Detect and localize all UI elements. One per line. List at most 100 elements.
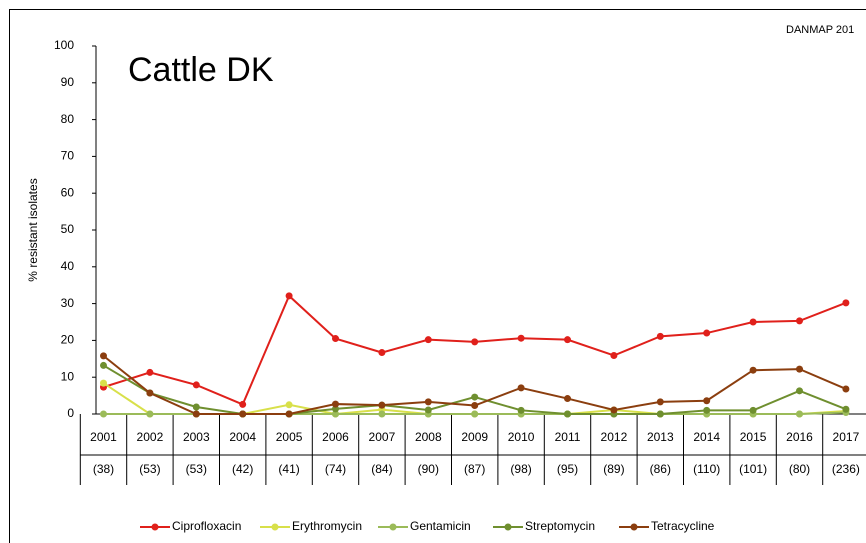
- point: [192, 403, 200, 411]
- x-tick-label: 2016: [786, 430, 813, 444]
- point: [471, 338, 479, 346]
- legend-label: Erythromycin: [292, 519, 362, 533]
- point: [424, 336, 432, 344]
- point: [796, 410, 803, 418]
- point: [378, 349, 386, 357]
- point: [517, 384, 525, 392]
- y-tick-label: 60: [61, 185, 75, 199]
- point: [656, 398, 664, 406]
- point: [842, 299, 850, 307]
- legend-marker: [630, 523, 638, 531]
- note: DANMAP 201: [786, 24, 854, 36]
- point: [378, 401, 386, 409]
- point: [564, 336, 571, 344]
- point: [842, 405, 850, 413]
- point: [471, 410, 479, 418]
- point: [285, 401, 293, 409]
- series-line: [103, 294, 847, 406]
- y-tick-label: 30: [61, 296, 75, 310]
- point: [656, 332, 664, 340]
- point: [192, 381, 200, 389]
- x-tick-label: 2006: [322, 430, 349, 444]
- point: [656, 410, 664, 418]
- legend-marker: [271, 523, 279, 531]
- x-tick-label: 2005: [276, 430, 303, 444]
- point: [285, 410, 293, 418]
- point: [239, 400, 247, 408]
- point: [285, 292, 293, 300]
- point: [100, 379, 107, 387]
- point: [749, 366, 757, 374]
- point: [146, 389, 154, 397]
- y-tick-label: 20: [61, 333, 75, 347]
- point: [332, 335, 339, 343]
- point: [564, 410, 571, 418]
- legend-marker: [151, 523, 159, 531]
- point: [100, 410, 107, 418]
- sample-size: (101): [739, 462, 767, 476]
- point: [610, 351, 618, 359]
- sample-size: (80): [789, 462, 810, 476]
- x-tick-label: 2007: [369, 430, 396, 444]
- y-tick-label: 40: [61, 259, 75, 273]
- y-tick-label: 0: [67, 406, 74, 420]
- point: [146, 368, 154, 376]
- x-tick-label: 2009: [461, 430, 488, 444]
- x-tick-label: 2010: [508, 430, 535, 444]
- sample-size: (41): [278, 462, 299, 476]
- sample-size: (110): [693, 462, 720, 476]
- point: [471, 393, 479, 401]
- y-tick-label: 80: [61, 112, 75, 126]
- point: [332, 405, 339, 413]
- point: [100, 361, 107, 369]
- point: [517, 334, 525, 342]
- sample-size: (42): [232, 462, 253, 476]
- x-tick-label: 2003: [183, 430, 210, 444]
- point: [192, 410, 200, 418]
- x-tick-label: 2002: [137, 430, 164, 444]
- sample-size: (53): [186, 462, 207, 476]
- legend-label: Tetracycline: [651, 519, 715, 533]
- sample-size: (95): [557, 462, 578, 476]
- point: [146, 410, 154, 418]
- legend-marker: [389, 523, 397, 531]
- y-tick-label: 50: [61, 222, 75, 236]
- point: [703, 397, 711, 405]
- sample-size: (53): [139, 462, 160, 476]
- y-tick-label: 100: [54, 38, 74, 52]
- legend-label: Ciprofloxacin: [172, 519, 241, 533]
- legend-marker: [504, 523, 512, 531]
- point: [564, 395, 571, 403]
- point: [610, 406, 618, 414]
- legend-label: Gentamicin: [410, 519, 471, 533]
- x-tick-label: 2004: [229, 430, 256, 444]
- chart-frame: [9, 9, 866, 543]
- chart-title: Cattle DK: [128, 51, 274, 89]
- y-tick-label: 10: [61, 369, 75, 383]
- point: [100, 352, 107, 360]
- point: [796, 365, 803, 373]
- point: [239, 410, 247, 418]
- point: [378, 410, 386, 418]
- point: [424, 398, 432, 406]
- point: [517, 406, 525, 414]
- x-tick-label: 2013: [647, 430, 674, 444]
- sample-size: (90): [418, 462, 439, 476]
- x-tick-label: 2015: [740, 430, 767, 444]
- sample-size: (89): [603, 462, 624, 476]
- point: [796, 317, 803, 325]
- x-tick-label: 2008: [415, 430, 442, 444]
- x-tick-label: 2001: [90, 430, 117, 444]
- point: [332, 410, 339, 418]
- x-tick-label: 2014: [693, 430, 720, 444]
- x-tick-label: 2012: [601, 430, 628, 444]
- point: [749, 406, 757, 414]
- sample-size: (98): [510, 462, 531, 476]
- sample-size: (236): [832, 462, 860, 476]
- legend-label: Streptomycin: [525, 519, 595, 533]
- x-tick-label: 2017: [833, 430, 860, 444]
- point: [842, 385, 850, 393]
- x-tick-label: 2011: [555, 430, 581, 444]
- y-tick-label: 90: [61, 75, 75, 89]
